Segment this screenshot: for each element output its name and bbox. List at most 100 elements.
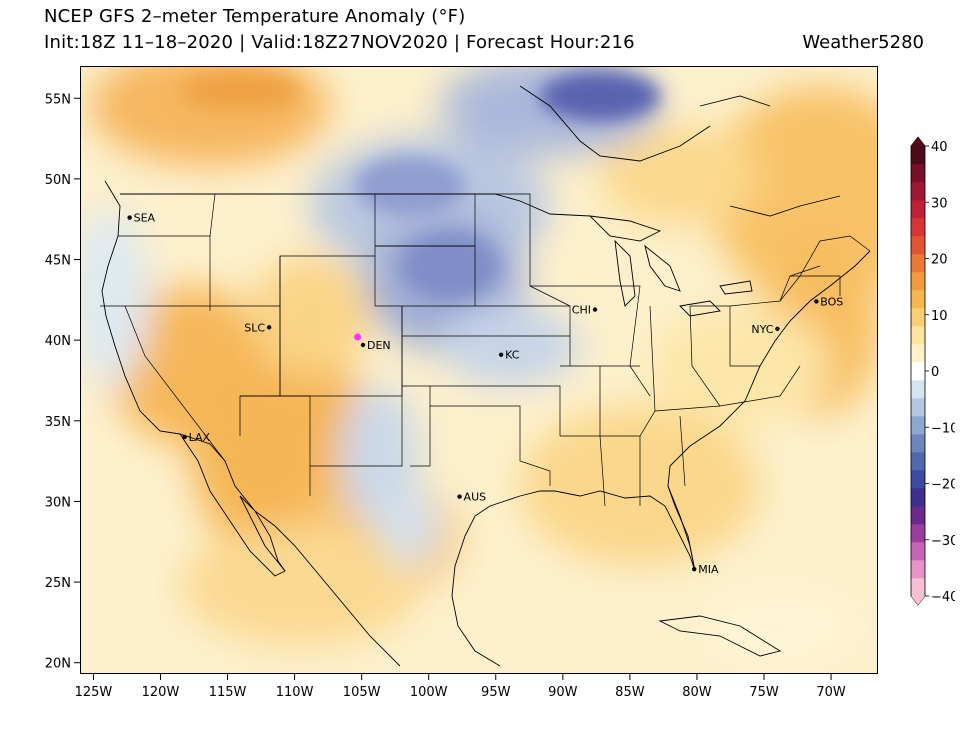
lon-label: 70W — [816, 685, 846, 700]
lon-label: 90W — [548, 685, 578, 700]
colorbar-cell — [911, 362, 925, 381]
colorbar-label: 40 — [931, 140, 948, 155]
colorbar-cell — [911, 164, 925, 183]
colorbar-cell — [911, 416, 925, 435]
lon-label: 110W — [276, 685, 314, 700]
colorbar-cell — [911, 272, 925, 291]
colorbar-label: −10 — [931, 421, 955, 436]
colorbar-cell — [911, 326, 925, 345]
city-kc: KC — [498, 349, 520, 362]
colorbar-label: −30 — [931, 534, 955, 549]
map-title: NCEP GFS 2–meter Temperature Anomaly (°F… — [44, 6, 466, 27]
lat-label: 30N — [45, 495, 71, 510]
colorbar-max-arrow — [911, 137, 925, 146]
anomaly-map: 55N 50N 45N 40N 35N 30N 25N 20N 125W 120W 115W 110… — [45, 66, 878, 700]
colorbar-cell — [911, 578, 925, 597]
lat-label: 35N — [45, 415, 71, 430]
colorbar-label: 10 — [931, 309, 948, 324]
colorbar-cell — [911, 254, 925, 273]
city-label: SEA — [134, 212, 156, 225]
colorbar-cell — [911, 542, 925, 561]
colorbar-label: 20 — [931, 253, 948, 268]
city-label: CHI — [572, 304, 591, 317]
colorbar-cell — [911, 182, 925, 201]
longitude-labels: 125W 120W 115W 110W 105W 100W 95W 90W 85W 80W 75W 7… — [75, 685, 846, 700]
anomaly-field — [80, 66, 878, 674]
axis-ticks — [74, 97, 832, 680]
city-dot — [814, 299, 819, 304]
lon-label: 125W — [75, 685, 113, 700]
latitude-labels: 55N 50N 45N 40N 35N 30N 25N 20N — [45, 92, 71, 671]
city-dot — [266, 325, 272, 330]
colorbar-cell — [911, 452, 925, 471]
colorbar-cell — [911, 488, 925, 507]
city-label: BOS — [820, 295, 843, 308]
lon-label: 80W — [682, 685, 712, 700]
map-frame — [80, 66, 878, 674]
map-subtitle: Init:18Z 11–18–2020 | Valid:18Z27NOV2020… — [44, 32, 635, 53]
city-label: LAX — [189, 431, 211, 444]
boundary-lines — [101, 85, 871, 667]
city-bos: BOS — [814, 295, 843, 308]
lat-label: 50N — [45, 173, 71, 188]
city-label: KC — [505, 349, 520, 362]
colorbar-cell — [911, 200, 925, 219]
state-boundaries — [100, 193, 871, 507]
city-dot — [360, 342, 366, 348]
city-chi: CHI — [572, 304, 598, 317]
colorbar-label: −20 — [931, 478, 955, 493]
city-slc: SLC — [244, 321, 272, 334]
colorbar-cell — [911, 308, 925, 327]
colorbar-cells — [910, 136, 926, 606]
brand-label: Weather5280 — [802, 32, 924, 53]
lon-label: 100W — [410, 685, 448, 700]
lat-label: 45N — [45, 254, 71, 269]
colorbar: 40 30 20 10 0 −10 −20 −30 −40 — [910, 136, 955, 606]
city-den: DEN — [360, 339, 391, 352]
map-canvas: 55N 50N 45N 40N 35N 30N 25N 20N 125W 120W 115W 110… — [45, 66, 878, 700]
colorbar-label: 30 — [931, 196, 948, 211]
city-dot — [692, 566, 697, 572]
colorbar-cell — [911, 146, 925, 165]
city-dot — [498, 352, 504, 357]
lon-label: 85W — [615, 685, 645, 700]
colorbar-labels: 40 30 20 10 0 −10 −20 −30 −40 — [925, 140, 955, 605]
city-label: MIA — [698, 563, 719, 576]
location-marker — [354, 333, 362, 341]
lat-label: 55N — [45, 92, 71, 107]
city-label: SLC — [244, 321, 265, 334]
colorbar-cell — [911, 398, 925, 417]
colorbar-cell — [911, 506, 925, 525]
colorbar-cell — [911, 344, 925, 363]
lat-label: 40N — [45, 334, 71, 349]
colorbar-cell — [911, 290, 925, 309]
city-label: DEN — [367, 339, 391, 352]
colorbar-label: 0 — [931, 365, 939, 380]
city-dot — [592, 307, 598, 312]
lat-label: 20N — [45, 657, 71, 672]
city-label: NYC — [751, 323, 773, 336]
lon-label: 105W — [343, 685, 381, 700]
city-aus: AUS — [457, 491, 486, 504]
colorbar-label: −40 — [931, 590, 955, 605]
colorbar-min-arrow — [911, 596, 925, 605]
colorbar-cell — [911, 560, 925, 579]
city-nyc: NYC — [751, 323, 780, 336]
lon-label: 115W — [209, 685, 247, 700]
city-dot — [182, 434, 187, 440]
city-sea: SEA — [127, 212, 156, 225]
colorbar-cell — [911, 524, 925, 543]
city-dot — [127, 215, 132, 220]
lat-label: 25N — [45, 576, 71, 591]
city-dot — [457, 494, 462, 499]
lon-label: 75W — [749, 685, 779, 700]
colorbar-cell — [911, 434, 925, 453]
city-dot — [775, 326, 780, 332]
colorbar-cell — [911, 380, 925, 399]
lon-label: 95W — [481, 685, 511, 700]
colorbar-cell — [911, 236, 925, 255]
city-label: AUS — [464, 491, 487, 504]
colorbar-cell — [911, 218, 925, 237]
city-markers: SEA SLC DEN KC CHI NYC BOS LAX AUS MIA — [127, 212, 843, 576]
colorbar-cell — [911, 470, 925, 489]
